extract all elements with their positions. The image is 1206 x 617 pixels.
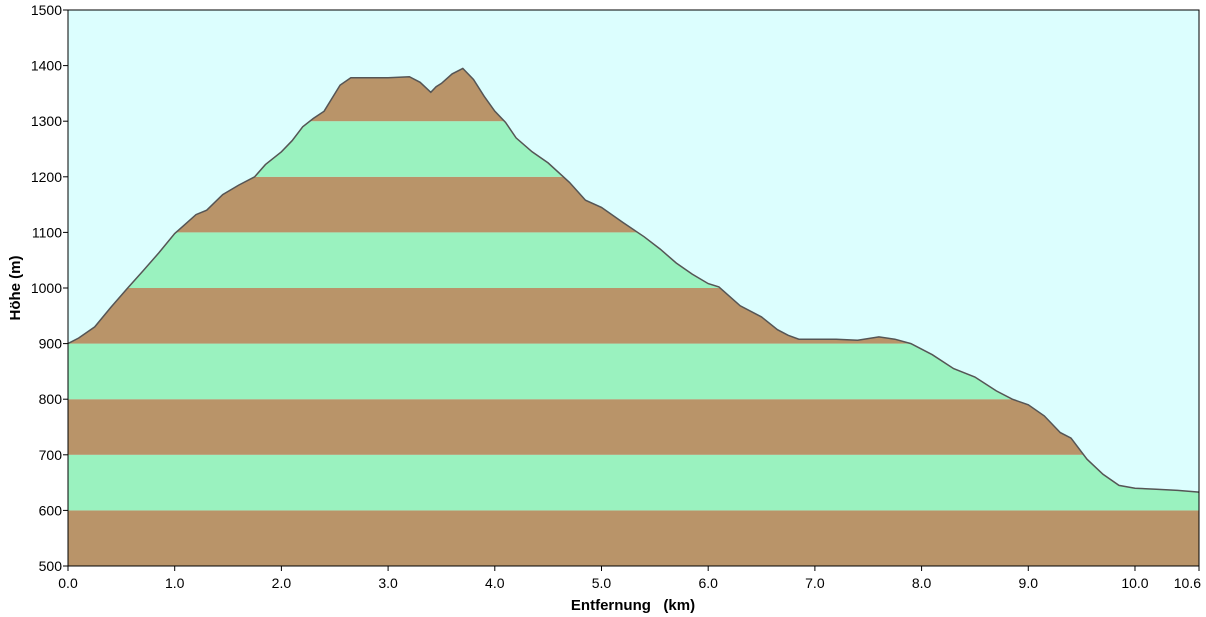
y-tick-label: 600 bbox=[39, 502, 63, 518]
x-tick-label: 3.0 bbox=[378, 575, 398, 591]
x-tick-label: 1.0 bbox=[165, 575, 185, 591]
y-tick-label: 1200 bbox=[31, 169, 62, 185]
x-tick-label: 4.0 bbox=[485, 575, 505, 591]
y-tick-label: 1400 bbox=[31, 58, 62, 74]
y-tick-label: 1000 bbox=[31, 280, 62, 296]
x-tick-label: 8.0 bbox=[912, 575, 932, 591]
x-tick-label: 10.6 bbox=[1174, 575, 1201, 591]
x-axis: 0.0 1.0 2.0 3.0 4.0 5.0 6.0 7.0 8.0 9.0 10.0 10.6 bbox=[58, 566, 1201, 591]
y-tick-label: 1100 bbox=[32, 224, 62, 240]
y-tick-label: 500 bbox=[39, 558, 63, 574]
y-tick-label: 1300 bbox=[31, 113, 62, 129]
x-axis-label: Entfernung (km) bbox=[571, 597, 695, 614]
y-axis: 500 600 700 800 900 1000 1100 1200 1300 1400 1500 bbox=[31, 2, 68, 574]
y-tick-label: 700 bbox=[39, 447, 63, 463]
y-axis-label: Höhe (m) bbox=[7, 256, 24, 321]
x-tick-label: 0.0 bbox=[58, 575, 78, 591]
y-tick-label: 1500 bbox=[31, 2, 62, 18]
x-tick-label: 6.0 bbox=[698, 575, 718, 591]
x-tick-label: 9.0 bbox=[1019, 575, 1039, 591]
elevation-profile-line bbox=[67, 67, 1200, 493]
x-tick-label: 2.0 bbox=[272, 575, 292, 591]
y-tick-label: 900 bbox=[39, 336, 63, 352]
elevation-band bbox=[68, 510, 1199, 566]
x-tick-label: 10.0 bbox=[1121, 575, 1148, 591]
y-tick-label: 800 bbox=[39, 391, 63, 407]
x-tick-label: 5.0 bbox=[592, 575, 612, 591]
x-tick-label: 7.0 bbox=[805, 575, 825, 591]
elevation-band bbox=[68, 399, 1199, 455]
elevation-band bbox=[68, 454, 1199, 511]
